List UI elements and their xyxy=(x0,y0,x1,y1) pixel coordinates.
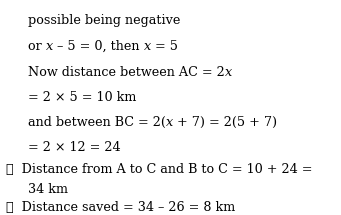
Text: and between BC = 2(: and between BC = 2( xyxy=(28,116,166,129)
Text: 34 km: 34 km xyxy=(28,183,68,196)
Text: x: x xyxy=(166,116,173,129)
Text: x: x xyxy=(46,40,53,53)
Text: Now distance between AC = 2: Now distance between AC = 2 xyxy=(28,66,225,79)
Text: = 5: = 5 xyxy=(151,40,178,53)
Text: or: or xyxy=(28,40,46,53)
Text: ∴  Distance saved = 34 – 26 = 8 km: ∴ Distance saved = 34 – 26 = 8 km xyxy=(6,201,235,214)
Text: = 2 × 5 = 10 km: = 2 × 5 = 10 km xyxy=(28,91,136,104)
Text: x: x xyxy=(144,40,151,53)
Text: ∴  Distance from A to C and B to C = 10 + 24 =: ∴ Distance from A to C and B to C = 10 +… xyxy=(6,163,312,176)
Text: = 2 × 12 = 24: = 2 × 12 = 24 xyxy=(28,141,121,154)
Text: x: x xyxy=(225,66,232,79)
Text: – 5 = 0, then: – 5 = 0, then xyxy=(53,40,144,53)
Text: possible being negative: possible being negative xyxy=(28,14,180,27)
Text: + 7) = 2(5 + 7): + 7) = 2(5 + 7) xyxy=(173,116,277,129)
